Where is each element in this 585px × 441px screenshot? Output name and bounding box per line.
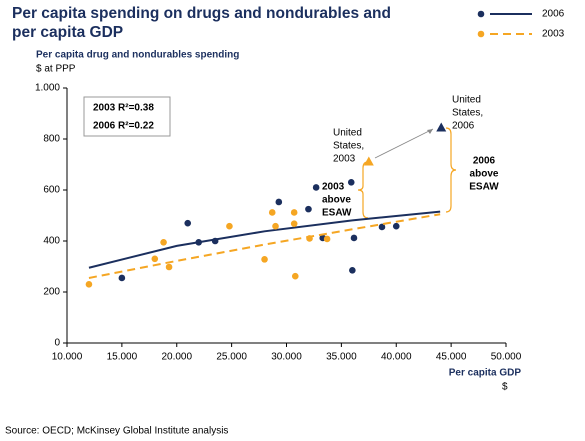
x-tick-label: 35.000 [326,352,357,363]
x-tick-label: 50.000 [491,352,522,363]
x-tick-label: 25.000 [216,352,247,363]
point [290,209,298,216]
annotation: United [452,95,481,106]
annotation: United [333,128,362,139]
point [290,220,298,227]
y-tick-label: 200 [43,287,60,298]
point [392,222,400,230]
y-tick-label: 1.000 [35,83,60,94]
legend-dot [477,10,485,18]
brace-2006 [445,127,457,213]
point [226,222,233,230]
source: Source: OECD; McKinsey Global Institute … [5,426,228,437]
y-axis-unit: $ at PPP [36,64,76,75]
point [160,238,167,246]
point [347,179,355,186]
point [272,222,279,230]
brace-2003 [357,161,369,219]
x-tick-label: 30.000 [271,352,302,363]
annotation: 2003 [322,182,345,193]
y-tick-label: 400 [43,236,60,247]
annotation: above [322,195,351,206]
point [268,209,276,216]
x-axis-label: Per capita GDP [449,368,522,379]
highlight-point [436,122,447,132]
point [323,235,331,243]
legend-dot [477,30,485,38]
point [165,263,173,271]
y-tick-label: 800 [43,134,60,145]
point [261,256,268,263]
arrow [374,128,434,159]
annotation: 2003 [333,154,356,165]
trend-line [88,210,441,269]
point [275,198,283,206]
r-squared: 2003 R²=0.38 [93,103,154,114]
point [312,184,320,191]
highlight-point [363,156,374,166]
point [195,238,202,246]
y-tick-label: 0 [54,338,60,349]
point [306,235,313,242]
chart-title: per capita GDP [12,24,123,41]
annotation: 2006 [473,156,496,167]
x-axis-unit: $ [502,382,508,393]
point [291,272,299,280]
y-tick-label: 600 [43,185,60,196]
annotation: ESAW [322,208,352,219]
x-tick-label: 10.000 [52,352,83,363]
point [349,267,356,274]
point [184,219,192,227]
trend-line [88,213,441,279]
r-squared-box [83,96,171,137]
y-axis-label: Per capita drug and nondurables spending [36,50,239,61]
annotation: States, [333,141,364,152]
point [118,274,126,282]
point [378,223,386,231]
point [85,281,93,288]
r-squared: 2006 R²=0.22 [93,121,154,132]
legend-label: 2006 [542,9,565,20]
annotation: 2006 [452,121,475,132]
x-tick-label: 15.000 [107,352,138,363]
point [305,205,312,213]
annotation: above [470,169,499,180]
chart-title: Per capita spending on drugs and nondura… [12,5,391,22]
point [350,234,358,242]
annotation: States, [452,108,483,119]
point [151,255,159,263]
legend-label: 2003 [542,29,565,40]
x-tick-label: 45.000 [436,352,467,363]
annotation: ESAW [469,182,499,193]
arrow-head [427,129,433,134]
x-tick-label: 40.000 [381,352,412,363]
x-tick-label: 20.000 [161,352,192,363]
point [211,237,219,245]
